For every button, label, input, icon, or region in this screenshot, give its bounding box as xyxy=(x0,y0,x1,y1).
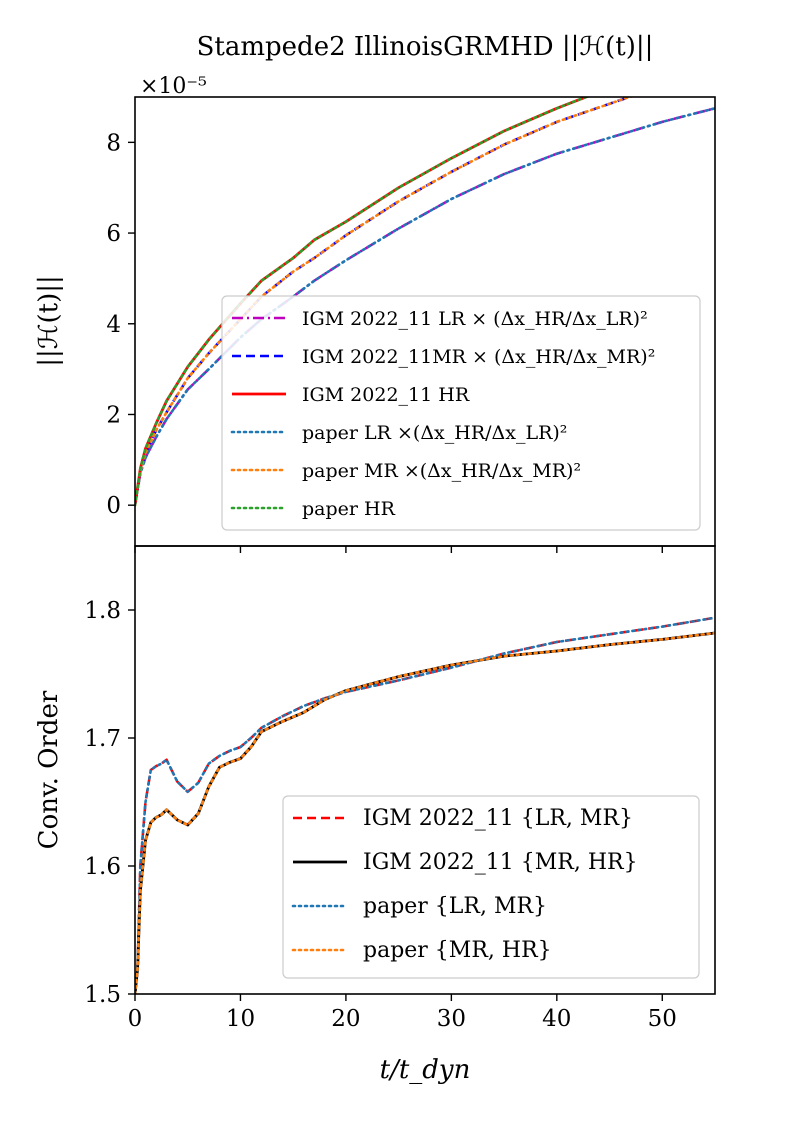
top-panel: 0 2 4 6 8 ||ℋ(t)|| IGM 2022_11 LR × (Δx_HR/Δ… xyxy=(34,96,716,553)
bottom-ticks: 1.5 1.6 1.7 1.8 0 10 20 30 40 50 xyxy=(84,598,676,1032)
top-series-group xyxy=(135,97,715,507)
top-legend: IGM 2022_11 LR × (Δx_HR/Δx_LR)² IGM 2022_… xyxy=(221,295,701,531)
bot-legend-label-2: paper {LR, MR} xyxy=(363,894,547,919)
top-legend-box xyxy=(221,295,701,531)
bot-x-tick-label: 40 xyxy=(542,1006,571,1032)
bot-legend-label-1: IGM 2022_11 {MR, HR} xyxy=(363,850,638,875)
top-y-axis-label: ||ℋ(t)|| xyxy=(34,275,64,366)
top-series-line-5 xyxy=(135,97,590,507)
top-legend-label-0: IGM 2022_11 LR × (Δx_HR/Δx_LR)² xyxy=(302,308,648,330)
bottom-series-group xyxy=(135,616,715,994)
bottom-y-axis-label: Conv. Order xyxy=(34,690,64,849)
bot-y-tick-label: 1.6 xyxy=(84,854,121,880)
bottom-axes-frame xyxy=(134,545,716,995)
bot-legend-label-3: paper {MR, HR} xyxy=(363,938,552,963)
top-y-ticks: 0 2 4 6 8 xyxy=(106,130,663,553)
bot-series-line-2 xyxy=(135,616,715,994)
bot-x-tick-label: 10 xyxy=(226,1006,255,1032)
top-legend-label-2: IGM 2022_11 HR xyxy=(302,384,470,406)
bot-series-line-3 xyxy=(135,631,715,994)
bottom-legend: IGM 2022_11 {LR, MR} IGM 2022_11 {MR, HR}… xyxy=(282,795,700,979)
top-y-tick-label: 2 xyxy=(106,402,121,428)
bot-y-tick-label: 1.5 xyxy=(84,982,121,1008)
top-y-tick-label: 6 xyxy=(106,221,121,247)
figure-title: Stampede2 IllinoisGRMHD ||ℋ(t)|| xyxy=(197,32,654,62)
bot-x-tick-label: 50 xyxy=(648,1006,677,1032)
top-series-line-4 xyxy=(135,97,634,507)
top-legend-label-1: IGM 2022_11MR × (Δx_HR/Δx_MR)² xyxy=(302,346,655,368)
top-y-tick-label: 4 xyxy=(106,312,121,338)
bot-x-tick-label: 30 xyxy=(437,1006,466,1032)
bot-legend-label-0: IGM 2022_11 {LR, MR} xyxy=(363,806,633,831)
top-y-tick-label: 8 xyxy=(106,130,121,156)
top-y-tick-label: 0 xyxy=(106,493,121,519)
bottom-panel: 1.5 1.6 1.7 1.8 0 10 20 30 40 50 Conv. Order t/t_… xyxy=(34,545,716,1085)
top-legend-label-3: paper LR ×(Δx_HR/Δx_LR)² xyxy=(302,422,567,444)
bot-y-tick-label: 1.8 xyxy=(84,598,121,624)
bot-y-tick-label: 1.7 xyxy=(84,726,121,752)
top-legend-label-4: paper MR ×(Δx_HR/Δx_MR)² xyxy=(302,460,581,482)
bot-x-tick-label: 0 xyxy=(128,1006,143,1032)
bot-legend-box xyxy=(282,795,700,979)
y-scale-offset-text: ×10⁻⁵ xyxy=(140,74,207,99)
bot-x-tick-label: 20 xyxy=(331,1006,360,1032)
top-legend-label-5: paper HR xyxy=(302,498,396,520)
x-axis-label: t/t_dyn xyxy=(380,1055,471,1085)
